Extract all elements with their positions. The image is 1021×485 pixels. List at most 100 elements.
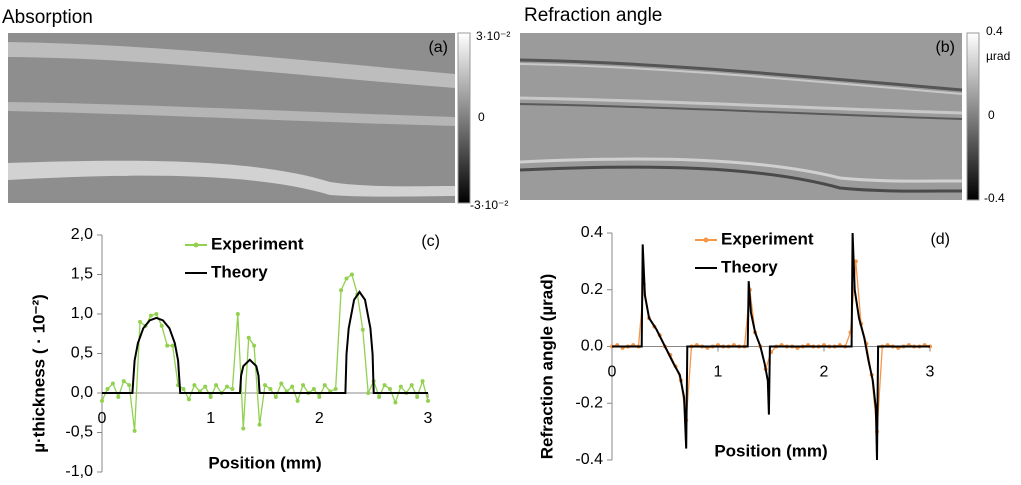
- data-point: [154, 312, 159, 316]
- data-point: [409, 383, 414, 388]
- data-point: [170, 343, 175, 348]
- y-tick-label: -0.2: [575, 394, 603, 411]
- data-point: [360, 327, 365, 332]
- data-point: [214, 383, 219, 388]
- x-axis-title: Position (mm): [714, 441, 827, 460]
- colorbar-label: µrad: [986, 49, 1010, 63]
- y-tick-label: 2,0: [71, 226, 93, 243]
- panel-label: (b): [935, 39, 955, 56]
- data-point: [301, 383, 306, 388]
- panel-label: (d): [930, 231, 950, 248]
- colorbar-label: -0.4: [984, 191, 1005, 205]
- data-point: [377, 394, 382, 399]
- data-point: [186, 397, 191, 402]
- x-axis-title: Position (mm): [208, 453, 321, 472]
- x-tick-label: 3: [926, 364, 935, 381]
- legend-label: Experiment: [211, 234, 304, 253]
- data-point: [344, 276, 349, 281]
- data-point: [295, 398, 300, 403]
- data-point: [311, 387, 316, 392]
- panel-label: (a): [428, 39, 448, 56]
- colorbar-label: 3·10⁻²: [476, 29, 510, 43]
- y-axis-title: Refraction angle (µrad): [537, 274, 556, 460]
- data-point: [290, 384, 295, 389]
- y-tick-label: 1,0: [71, 305, 93, 322]
- x-tick-label: 1: [206, 410, 215, 427]
- data-point: [398, 384, 403, 389]
- y-tick-label: 1,5: [71, 266, 93, 283]
- data-point: [192, 383, 197, 388]
- data-point: [426, 398, 430, 403]
- data-point: [208, 394, 213, 399]
- refraction-image: [519, 33, 963, 200]
- y-axis-title: µ·thickness ( · 10⁻²): [29, 294, 48, 453]
- data-point: [246, 335, 251, 340]
- data-point: [415, 394, 420, 399]
- data-point: [110, 381, 115, 386]
- data-point: [420, 379, 425, 384]
- panel-label: (c): [421, 233, 440, 250]
- y-tick-label: -0,5: [65, 424, 93, 441]
- data-point: [257, 422, 262, 427]
- data-point: [393, 400, 398, 405]
- legend-label: Theory: [211, 262, 268, 281]
- data-point: [165, 343, 170, 348]
- data-point: [121, 379, 126, 384]
- data-point: [387, 387, 392, 392]
- data-point: [132, 428, 137, 433]
- data-point: [235, 312, 240, 316]
- legend-marker: [703, 237, 709, 243]
- series-line: [102, 290, 428, 394]
- x-tick-label: 0: [608, 364, 617, 381]
- y-tick-label: 0.0: [581, 338, 603, 355]
- series-line: [612, 232, 930, 461]
- colorbar: [457, 32, 471, 204]
- data-point: [252, 343, 257, 348]
- data-point: [349, 272, 354, 277]
- data-point: [333, 387, 338, 392]
- legend-label: Theory: [721, 257, 778, 276]
- x-tick-label: 1: [714, 364, 723, 381]
- x-tick-label: 2: [820, 364, 829, 381]
- data-point: [116, 394, 121, 399]
- colorbar-label: -3·10⁻²: [470, 198, 508, 212]
- data-point: [279, 381, 284, 386]
- image-title: Absorption: [2, 7, 93, 28]
- colorbar-label: 0.4: [986, 24, 1003, 38]
- data-point: [224, 384, 229, 389]
- y-tick-label: -0.4: [575, 451, 603, 468]
- data-point: [241, 426, 246, 431]
- colorbar-label: 0: [988, 108, 995, 122]
- image-title: Refraction angle: [524, 5, 662, 26]
- legend-marker: [193, 242, 199, 248]
- data-point: [339, 288, 344, 293]
- data-point: [317, 394, 322, 399]
- legend-label: Experiment: [721, 229, 814, 248]
- data-point: [159, 323, 164, 328]
- data-point: [322, 383, 327, 388]
- x-tick-label: 0: [98, 410, 107, 427]
- data-point: [273, 394, 278, 399]
- series-line: [101, 273, 429, 431]
- data-point: [366, 391, 371, 395]
- colorbar: [966, 32, 980, 201]
- colorbar-label: 0: [478, 110, 485, 124]
- y-tick-label: 0,5: [71, 345, 93, 362]
- data-point: [268, 387, 273, 392]
- data-point: [263, 383, 267, 388]
- data-point: [148, 313, 153, 318]
- data-point: [230, 387, 235, 392]
- y-tick-label: 0.2: [581, 281, 603, 298]
- y-tick-label: 0.4: [581, 224, 603, 241]
- x-tick-label: 3: [424, 410, 433, 427]
- data-point: [382, 383, 387, 388]
- data-point: [100, 398, 104, 403]
- data-point: [203, 384, 208, 389]
- data-point: [138, 319, 143, 324]
- data-point: [127, 383, 132, 388]
- y-tick-label: -1,0: [65, 463, 93, 480]
- absorption-image: [8, 33, 455, 203]
- data-point: [853, 259, 858, 264]
- data-point: [105, 387, 110, 392]
